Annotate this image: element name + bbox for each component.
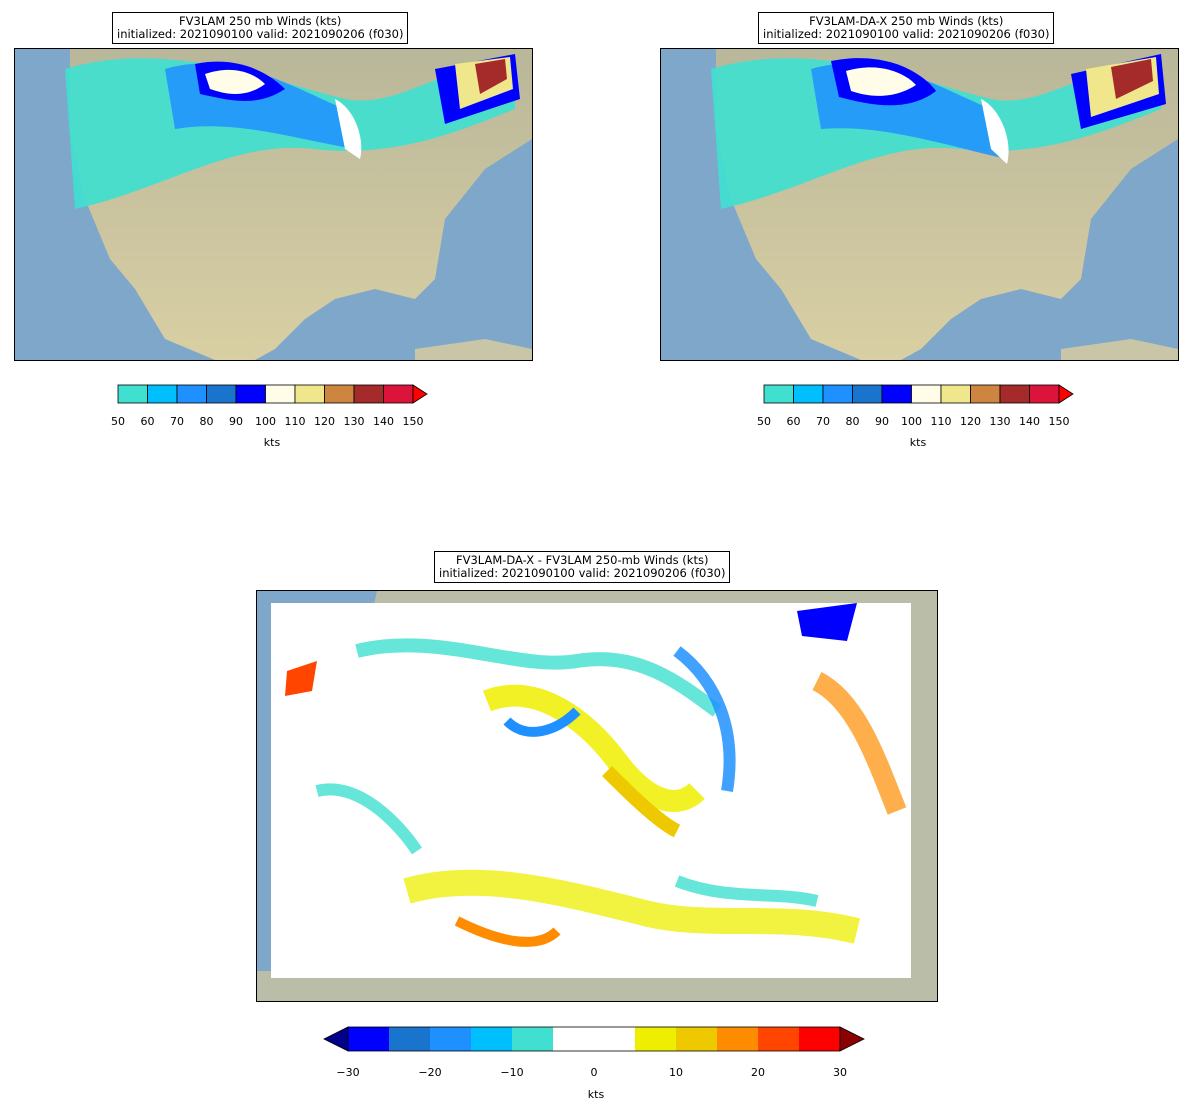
colorbar-tick-label: 80 — [845, 415, 860, 428]
colorbar-tick-label: −30 — [336, 1066, 360, 1079]
colorbar-tick-label: −20 — [418, 1066, 442, 1079]
diff-map-canvas — [257, 591, 937, 1001]
panel1-colorbar-unit: kts — [263, 436, 281, 449]
diff-title-line2: initialized: 2021090100 valid: 202109020… — [439, 566, 726, 580]
diff-map — [256, 590, 938, 1002]
colorbar-tick-label: 130 — [343, 415, 365, 428]
colorbar-segment — [999, 384, 1030, 404]
colorbar-tick-label: 90 — [229, 415, 243, 428]
colorbar-tick-label: 110 — [930, 415, 952, 428]
colorbar-tick-label: 120 — [314, 415, 335, 428]
panel2-title: FV3LAM-DA-X 250 mb Winds (kts) initializ… — [758, 12, 1055, 44]
colorbar-tick-label: 60 — [786, 415, 801, 428]
colorbar-segment — [353, 384, 384, 404]
colorbar-tick-label: 140 — [373, 415, 394, 428]
colorbar-segment — [512, 1027, 553, 1051]
panel2-title-line2: initialized: 2021090100 valid: 202109020… — [763, 27, 1050, 41]
colorbar-tick-label: 110 — [284, 415, 306, 428]
panel2-map-canvas — [661, 49, 1178, 360]
colorbar-segment — [117, 384, 148, 404]
colorbar-segment — [911, 384, 942, 404]
colorbar-tick-label: 90 — [875, 415, 889, 428]
panel1-title-line1: FV3LAM 250 mb Winds (kts) — [179, 14, 342, 28]
colorbar-under-arrow — [323, 1026, 349, 1052]
colorbar-tick-label: 130 — [989, 415, 1011, 428]
colorbar-segment — [348, 1027, 389, 1051]
colorbar-segment — [265, 384, 296, 404]
colorbar-tick-label: 0 — [590, 1066, 598, 1079]
panel1-map-canvas — [15, 49, 532, 360]
colorbar-tick-label: 50 — [111, 415, 125, 428]
colorbar-segment — [471, 1027, 512, 1051]
colorbar-segment — [294, 384, 325, 404]
colorbar-tick-label: 100 — [901, 415, 922, 428]
colorbar-tick-label: −10 — [500, 1066, 524, 1079]
panel1-title: FV3LAM 250 mb Winds (kts) initialized: 2… — [112, 12, 409, 44]
colorbar-tick-label: 120 — [960, 415, 981, 428]
colorbar-tick-label: 70 — [816, 415, 830, 428]
panel2-title-line1: FV3LAM-DA-X 250 mb Winds (kts) — [809, 14, 1004, 28]
colorbar-segment — [676, 1027, 717, 1051]
colorbar-segment — [799, 1027, 840, 1051]
colorbar-tick-label: 80 — [199, 415, 214, 428]
colorbar-segment — [430, 1027, 471, 1051]
colorbar-segment — [822, 384, 853, 404]
colorbar-segment — [940, 384, 971, 404]
colorbar-segment — [553, 1027, 594, 1051]
diff-title-line1: FV3LAM-DA-X - FV3LAM 250-mb Winds (kts) — [456, 553, 709, 567]
panel1-colorbar — [117, 384, 428, 404]
colorbar-segment — [881, 384, 912, 404]
colorbar-tick-label: 150 — [1048, 415, 1070, 428]
colorbar-segment — [793, 384, 824, 404]
colorbar-extend-arrow — [412, 384, 428, 404]
diff-colorbar — [323, 1026, 865, 1052]
panel1-map — [14, 48, 533, 361]
panel1-title-line2: initialized: 2021090100 valid: 202109020… — [117, 27, 404, 41]
colorbar-tick-label: 60 — [140, 415, 155, 428]
colorbar-segment — [635, 1027, 676, 1051]
colorbar-tick-label: 50 — [757, 415, 771, 428]
colorbar-extend-arrow — [1058, 384, 1074, 404]
colorbar-segment — [717, 1027, 758, 1051]
colorbar-segment — [389, 1027, 430, 1051]
colorbar-segment — [206, 384, 237, 404]
diff-colorbar-unit: kts — [587, 1088, 605, 1101]
colorbar-segment — [383, 384, 414, 404]
colorbar-tick-label: 20 — [751, 1066, 765, 1079]
colorbar-segment — [970, 384, 1001, 404]
colorbar-over-arrow — [839, 1026, 865, 1052]
colorbar-tick-label: 70 — [170, 415, 184, 428]
colorbar-segment — [324, 384, 355, 404]
colorbar-segment — [852, 384, 883, 404]
colorbar-segment — [1029, 384, 1060, 404]
colorbar-segment — [147, 384, 178, 404]
panel2-colorbar — [763, 384, 1074, 404]
colorbar-segment — [176, 384, 207, 404]
colorbar-segment — [763, 384, 794, 404]
colorbar-tick-label: 10 — [669, 1066, 683, 1079]
colorbar-segment — [594, 1027, 635, 1051]
colorbar-segment — [758, 1027, 799, 1051]
panel2-map — [660, 48, 1179, 361]
colorbar-tick-label: 140 — [1019, 415, 1040, 428]
diff-panel-title: FV3LAM-DA-X - FV3LAM 250-mb Winds (kts) … — [434, 551, 731, 583]
colorbar-tick-label: 150 — [402, 415, 424, 428]
colorbar-tick-label: 30 — [833, 1066, 847, 1079]
colorbar-segment — [235, 384, 266, 404]
colorbar-tick-label: 100 — [255, 415, 276, 428]
panel2-colorbar-unit: kts — [909, 436, 927, 449]
